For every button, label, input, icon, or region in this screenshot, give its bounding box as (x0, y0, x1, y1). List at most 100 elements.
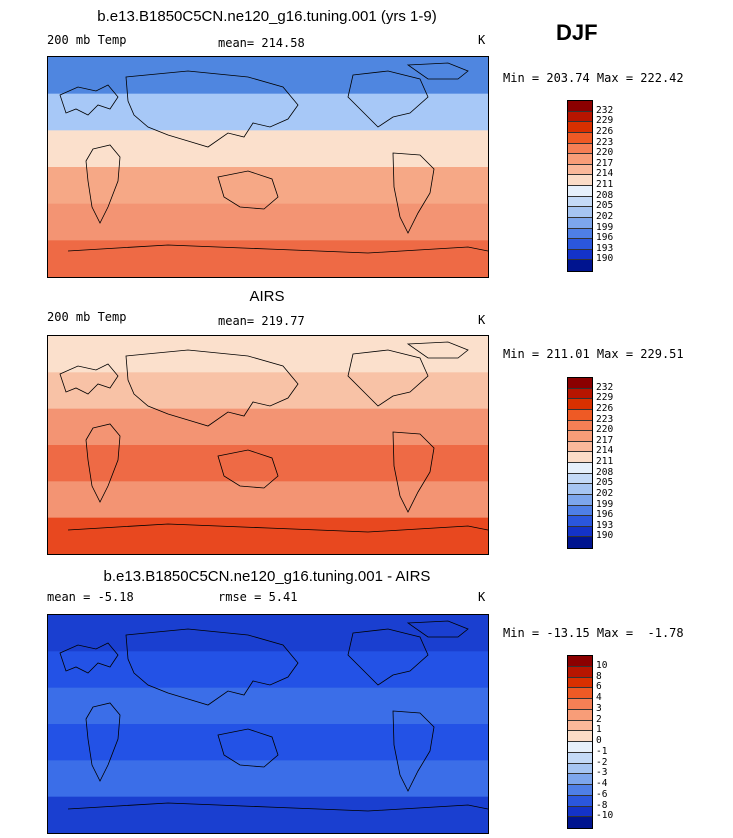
colorbar-swatch (568, 239, 592, 250)
colorbar-label: 229 (596, 392, 614, 404)
colorbar-swatch (568, 688, 592, 699)
colorbar-label: 223 (596, 413, 614, 425)
colorbar-swatch (568, 420, 592, 432)
colorbar-label: 193 (596, 242, 614, 254)
coastline (125, 349, 299, 427)
coastline (67, 523, 488, 533)
colorbar-label: 232 (596, 381, 614, 393)
field-band (48, 724, 488, 762)
colorbar-label: 211 (596, 456, 614, 467)
panel-model-mean: mean= 214.58 (218, 36, 305, 50)
colorbar-swatch (568, 186, 592, 197)
colorbar-label: 196 (596, 509, 614, 521)
coastline (217, 449, 279, 489)
colorbar-swatch (568, 431, 592, 442)
colorbar-label: 202 (596, 487, 614, 499)
panel-obs-range: Min = 211.01 Max = 229.51 (503, 347, 684, 361)
colorbar-label: 220 (596, 424, 614, 436)
panel-obs-units: K (478, 313, 486, 327)
panel-model-map (47, 56, 489, 278)
colorbar-label: 229 (596, 115, 614, 127)
colorbar-label: 220 (596, 147, 614, 159)
coastline (59, 642, 119, 674)
colorbar-swatch (568, 132, 592, 144)
panel-diff-map (47, 614, 489, 834)
panel-model-colorbar (567, 100, 593, 272)
field-band (48, 796, 488, 833)
colorbar-swatch (568, 699, 592, 710)
colorbar-label: 2 (596, 713, 602, 725)
colorbar-label: -1 (596, 745, 608, 757)
coastline (59, 363, 119, 395)
coastline (85, 423, 121, 503)
colorbar-label: 190 (596, 253, 614, 265)
panel-obs-map (47, 335, 489, 555)
colorbar-swatch (568, 175, 592, 186)
panel-obs-variable: 200 mb Temp (47, 310, 127, 324)
field-band (48, 760, 488, 798)
colorbar-label: 3 (596, 702, 602, 714)
panel-diff-mean: mean = -5.18 (47, 590, 134, 604)
colorbar-label: 226 (596, 402, 614, 414)
colorbar-label: -3 (596, 767, 608, 779)
panel-model-units: K (478, 33, 486, 47)
colorbar-swatch (568, 742, 592, 753)
colorbar-swatch (568, 122, 592, 133)
colorbar-swatch (568, 260, 592, 271)
field-band (48, 93, 488, 132)
field-band (48, 517, 488, 554)
colorbar-swatch (568, 207, 592, 218)
colorbar-swatch (568, 709, 592, 721)
colorbar-label: 4 (596, 692, 602, 703)
colorbar-swatch (568, 249, 592, 261)
coastline (125, 70, 299, 148)
colorbar-label: 1 (596, 724, 602, 736)
colorbar-swatch (568, 484, 592, 495)
colorbar-swatch (568, 505, 592, 517)
field-band (48, 372, 488, 410)
panel-diff-field (48, 615, 488, 833)
colorbar-swatch (568, 111, 592, 123)
colorbar-label: 193 (596, 519, 614, 531)
coastline (59, 84, 119, 116)
coastline (392, 431, 435, 513)
colorbar-swatch (568, 473, 592, 485)
panel-diff-title: b.e13.B1850C5CN.ne120_g16.tuning.001 - A… (103, 568, 431, 585)
colorbar-swatch (568, 763, 592, 775)
field-band (48, 57, 488, 95)
colorbar-swatch (568, 101, 592, 112)
coastline (85, 144, 121, 224)
coastline (392, 152, 435, 234)
colorbar-label: 205 (596, 477, 614, 489)
colorbar-label: 8 (596, 670, 602, 682)
colorbar-swatch (568, 196, 592, 208)
colorbar-swatch (568, 774, 592, 785)
colorbar-swatch (568, 452, 592, 463)
colorbar-label: -6 (596, 788, 608, 800)
colorbar-label: -10 (596, 810, 614, 822)
panel-diff-rmse: rmse = 5.41 (218, 590, 298, 604)
panel-diff-colorbar (567, 655, 593, 829)
colorbar-label: 208 (596, 466, 614, 478)
colorbar-swatch (568, 409, 592, 421)
colorbar-swatch (568, 378, 592, 389)
panel-obs-field (48, 336, 488, 554)
field-band (48, 240, 488, 277)
colorbar-swatch (568, 677, 592, 689)
panel-diff-units: K (478, 590, 486, 604)
colorbar-swatch (568, 526, 592, 538)
panel-model-range: Min = 203.74 Max = 222.42 (503, 71, 684, 85)
colorbar-label: 199 (596, 498, 614, 510)
field-band (48, 687, 488, 725)
colorbar-label: 211 (596, 179, 614, 190)
colorbar-label: 214 (596, 168, 614, 180)
coastline (406, 341, 469, 359)
colorbar-swatch (568, 731, 592, 742)
colorbar-label: 223 (596, 136, 614, 148)
colorbar-swatch (568, 388, 592, 400)
colorbar-swatch (568, 537, 592, 548)
colorbar-swatch (568, 463, 592, 474)
colorbar-label: 232 (596, 104, 614, 116)
coastline (392, 710, 435, 792)
colorbar-swatch (568, 720, 592, 732)
